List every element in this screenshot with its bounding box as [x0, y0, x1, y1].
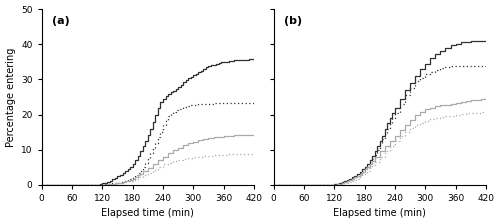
X-axis label: Elapsed time (min): Elapsed time (min): [334, 209, 426, 218]
Text: (b): (b): [284, 16, 302, 26]
X-axis label: Elapsed time (min): Elapsed time (min): [102, 209, 194, 218]
Text: (a): (a): [52, 16, 70, 26]
Y-axis label: Percentage entering: Percentage entering: [6, 47, 16, 147]
